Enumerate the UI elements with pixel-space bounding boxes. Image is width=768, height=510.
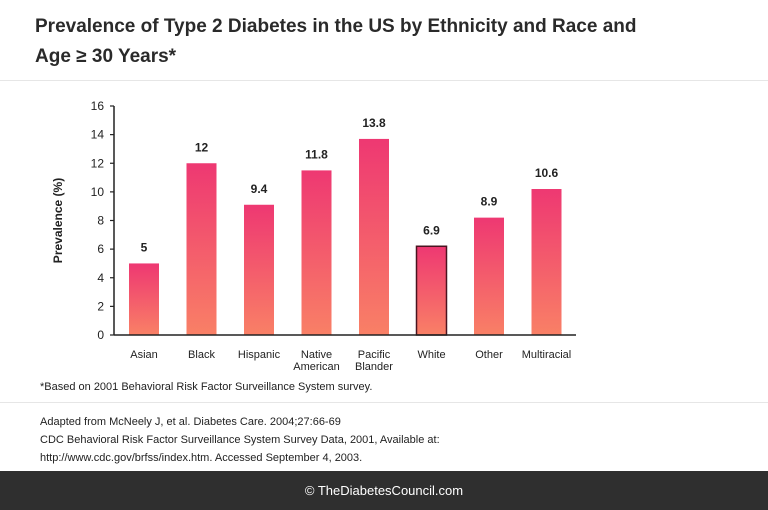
y-tick-label: 8 bbox=[97, 214, 104, 228]
bar-asian bbox=[129, 263, 159, 335]
source-line-3[interactable]: http://www.cdc.gov/brfss/index.htm. Acce… bbox=[40, 452, 363, 464]
y-tick-label: 6 bbox=[97, 242, 104, 256]
footer-copyright[interactable]: © TheDiabetesCouncil.com bbox=[304, 483, 464, 498]
y-axis-title: Prevalence (%) bbox=[51, 178, 65, 263]
chart-title: Prevalence of Type 2 Diabetes in the US … bbox=[35, 12, 735, 72]
data-label: 9.4 bbox=[251, 182, 268, 196]
data-label: 6.9 bbox=[423, 223, 440, 237]
data-label: 8.9 bbox=[481, 195, 498, 209]
x-tick-label: Asian bbox=[130, 349, 158, 361]
chart-title-line-1: Prevalence of Type 2 Diabetes in the US … bbox=[35, 16, 637, 37]
bar-hispanic bbox=[244, 204, 274, 335]
y-tick-label: 16 bbox=[91, 99, 105, 113]
y-tick-label: 4 bbox=[97, 271, 104, 285]
source-line-1: Adapted from McNeely J, et al. Diabetes … bbox=[40, 416, 341, 428]
y-tick-label: 12 bbox=[91, 156, 105, 170]
chart-title-line-2: Age ≥ 30 Years* bbox=[35, 46, 177, 67]
y-tick-label: 2 bbox=[97, 299, 104, 313]
divider-top bbox=[0, 80, 768, 81]
sources: Adapted from McNeely J, et al. Diabetes … bbox=[40, 413, 740, 467]
source-line-2: CDC Behavioral Risk Factor Surveillance … bbox=[40, 434, 440, 446]
data-label: 5 bbox=[141, 240, 148, 254]
bar-pacific-blander bbox=[359, 138, 389, 335]
data-label: 13.8 bbox=[362, 116, 386, 130]
divider-middle bbox=[0, 402, 768, 403]
x-tick-label: Native bbox=[301, 349, 332, 361]
footer-bar: © TheDiabetesCouncil.com bbox=[0, 471, 768, 510]
bar-native-american bbox=[301, 170, 332, 335]
bar-chart: 0 2 4 6 8 10 12 14 16 Prevalence (%) 5 Asian 12 Black… bbox=[51, 99, 576, 373]
x-tick-label: American bbox=[293, 361, 339, 373]
y-tick-label: 10 bbox=[91, 185, 105, 199]
x-tick-label: White bbox=[417, 349, 445, 361]
data-label: 10.6 bbox=[535, 166, 559, 180]
footnote: *Based on 2001 Behavioral Risk Factor Su… bbox=[40, 381, 373, 393]
data-label: 11.8 bbox=[305, 147, 328, 161]
bar-multiracial bbox=[531, 189, 562, 335]
y-tick-label: 0 bbox=[97, 328, 104, 342]
x-tick-label: Hispanic bbox=[238, 349, 281, 361]
y-tick-label: 14 bbox=[91, 128, 105, 142]
x-tick-label: Pacific bbox=[358, 349, 391, 361]
x-tick-label: Multiracial bbox=[522, 349, 572, 361]
data-label: 12 bbox=[195, 140, 209, 154]
bar-white bbox=[415, 245, 448, 336]
x-tick-label: Blander bbox=[355, 361, 393, 373]
x-tick-label: Black bbox=[188, 349, 215, 361]
bar-black bbox=[186, 163, 217, 335]
x-tick-label: Other bbox=[475, 349, 503, 361]
bar-other bbox=[474, 217, 504, 335]
